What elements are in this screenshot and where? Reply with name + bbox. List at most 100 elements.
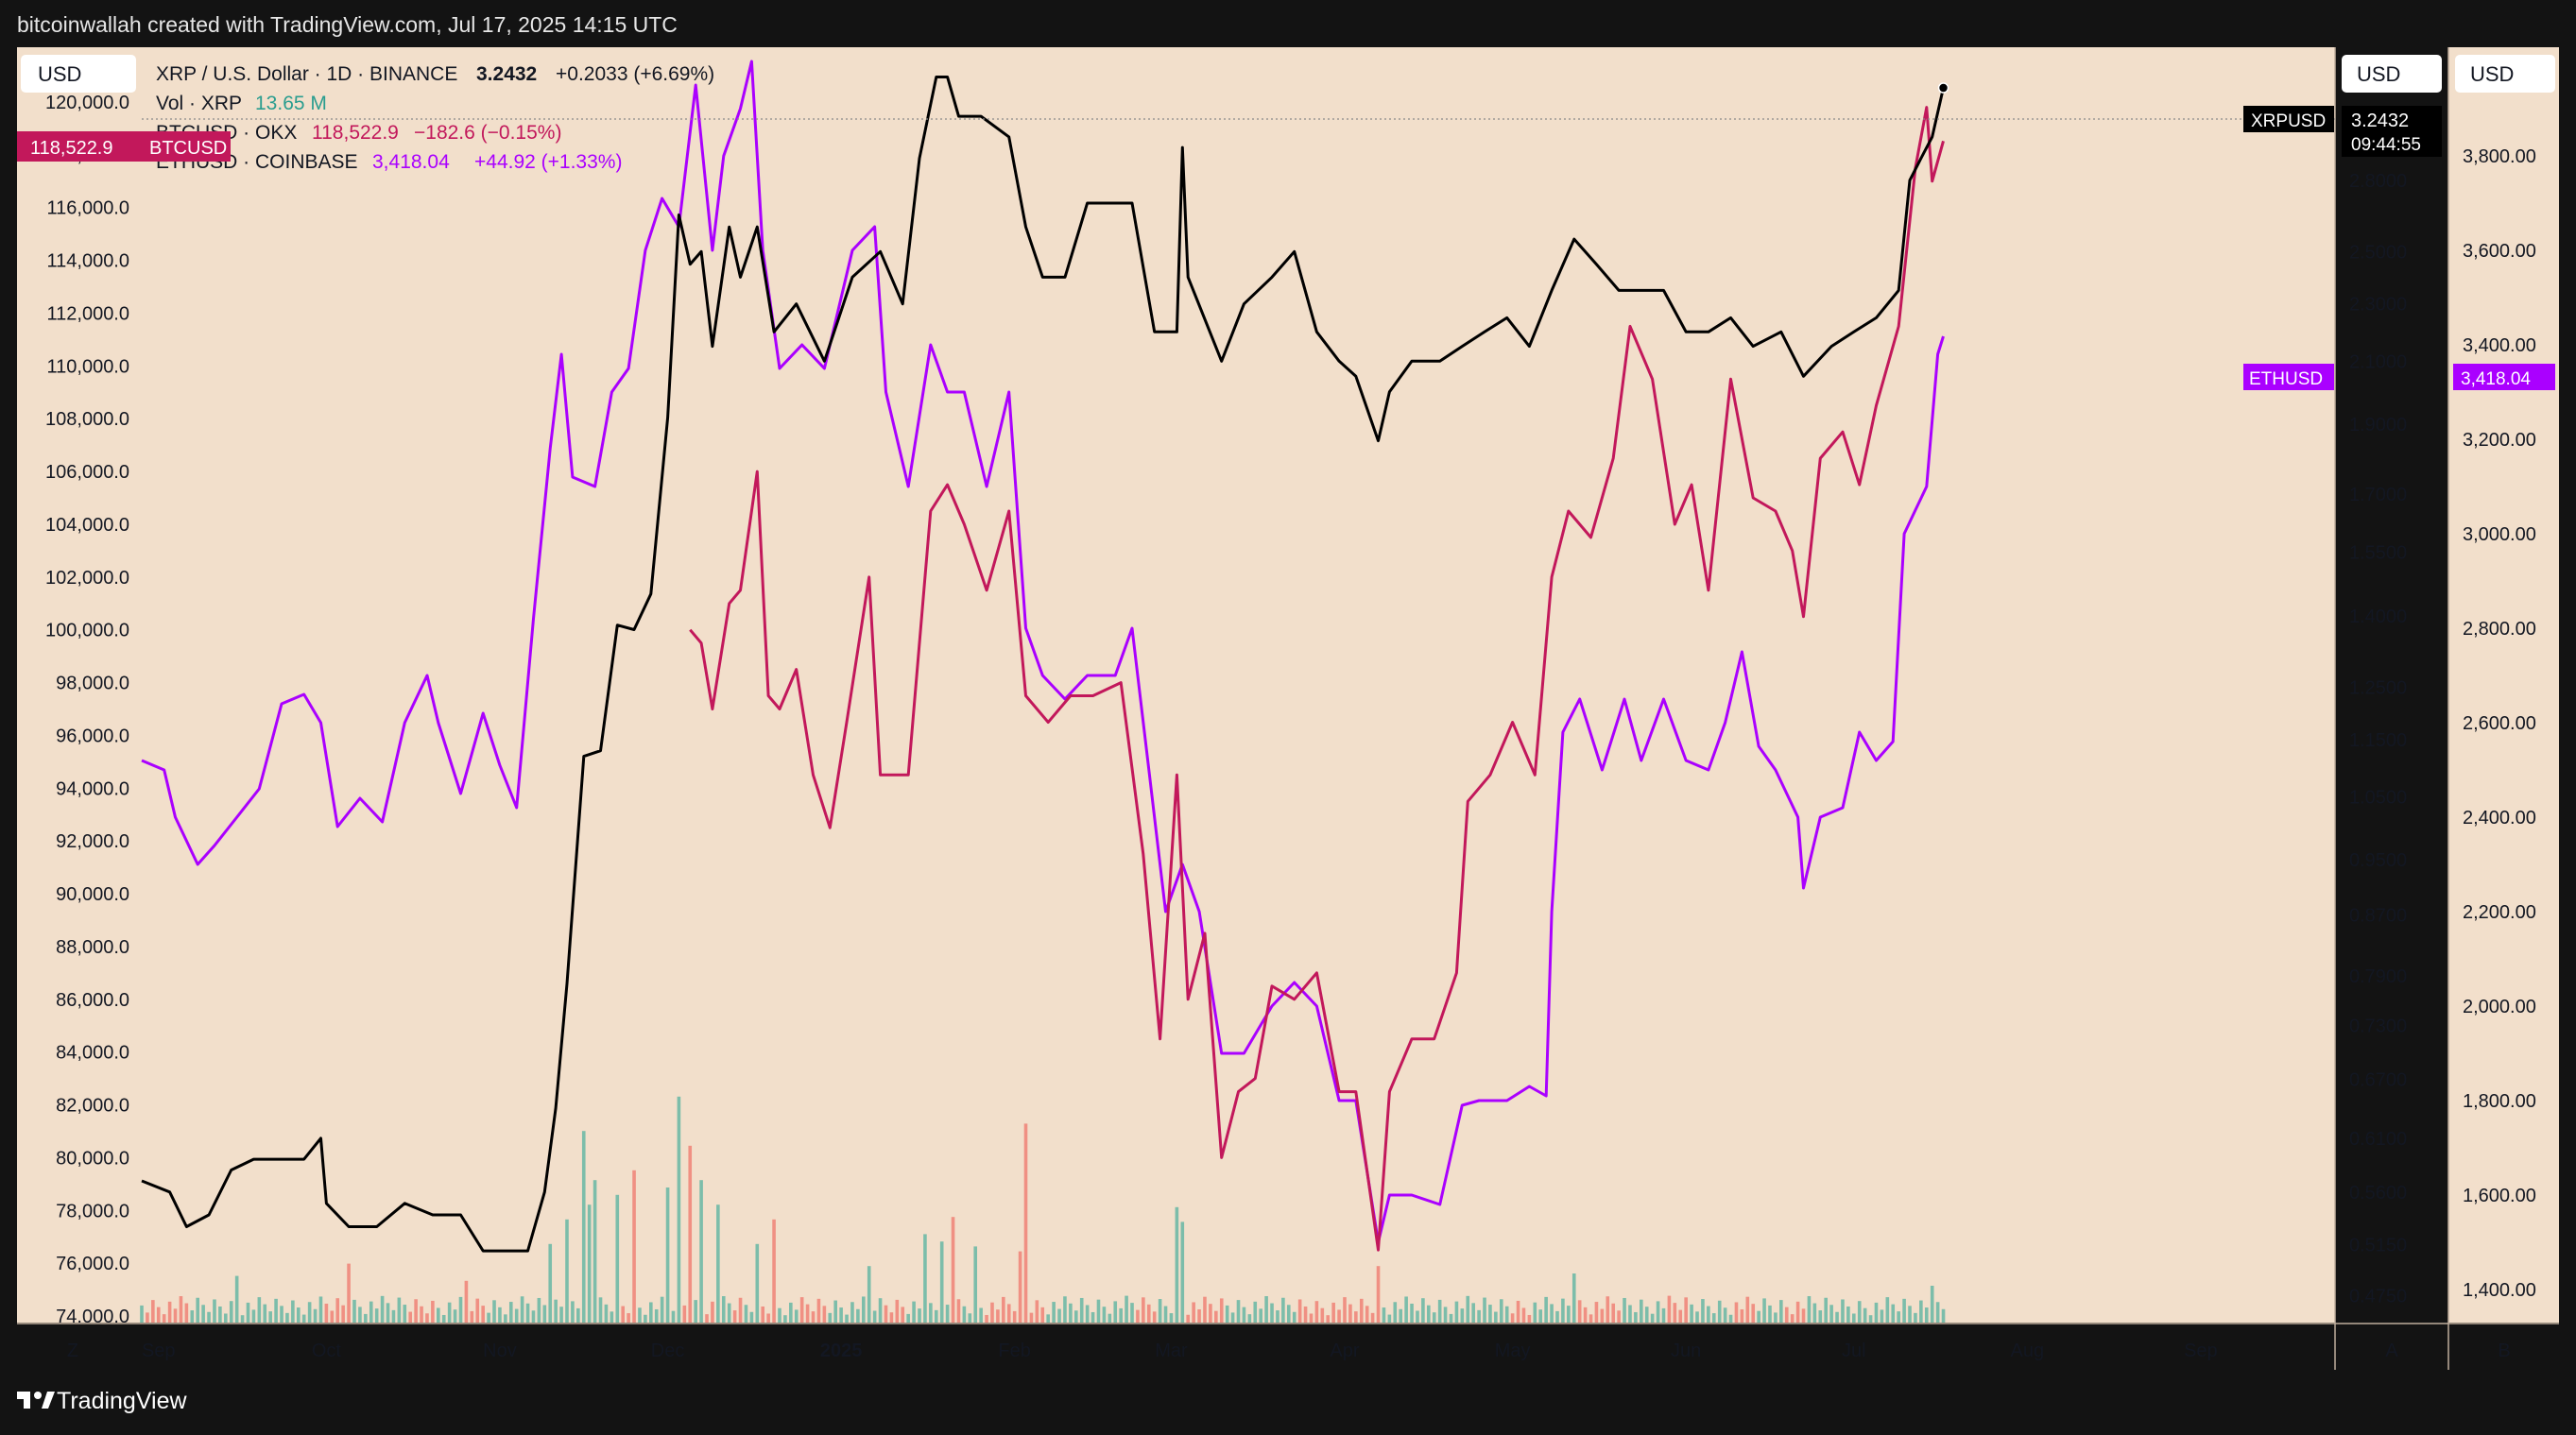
volume-bar (1136, 1309, 1140, 1323)
volume-bar (1914, 1312, 1917, 1323)
volume-bar (313, 1308, 318, 1323)
volume-bar (576, 1307, 580, 1323)
volume-bar (1119, 1307, 1123, 1323)
right-scale-toggle-b[interactable]: B (2498, 1341, 2510, 1361)
volume-bar (1029, 1312, 1034, 1323)
main-plot-area[interactable] (17, 47, 2335, 1323)
eth-axis-tick-label: 1,600.00 (2463, 1186, 2536, 1206)
legend-xrp-value: 3.2432 (476, 63, 537, 85)
eth-name-tag: ETHUSD (2243, 364, 2334, 390)
volume-bar (627, 1313, 630, 1323)
volume-bar (677, 1096, 681, 1323)
volume-bar (1343, 1297, 1347, 1323)
volume-bar (1784, 1307, 1789, 1323)
volume-bar (1219, 1298, 1224, 1323)
right-scale-toggle-a[interactable]: A (2385, 1341, 2398, 1361)
volume-bar (772, 1219, 776, 1323)
volume-bar (923, 1234, 927, 1323)
right-currency-button-a[interactable]: USD (2342, 55, 2442, 93)
volume-bar (1673, 1303, 1677, 1323)
volume-bar (1276, 1310, 1279, 1323)
volume-bar (268, 1311, 272, 1323)
volume-bar (1264, 1296, 1268, 1323)
eth-axis-tick-label: 2,800.00 (2463, 619, 2536, 640)
volume-bar (565, 1219, 569, 1323)
volume-bar (799, 1297, 804, 1323)
volume-bar (1410, 1303, 1414, 1323)
btc-axis-tick-label: 86,000.0 (56, 990, 129, 1011)
volume-bar (1644, 1307, 1649, 1323)
volume-bar (1924, 1307, 1929, 1323)
btc-axis-tick-label: 90,000.0 (56, 884, 129, 905)
volume-bar (280, 1306, 283, 1323)
xrp-tag-value: 3.2432 (2351, 111, 2409, 131)
volume-bar (716, 1204, 720, 1323)
right-currency-button-b[interactable]: USD (2455, 55, 2555, 93)
volume-bar (979, 1307, 983, 1323)
xrp-axis-tick-label: 1.9000 (2349, 415, 2407, 436)
volume-bar (1416, 1310, 1419, 1323)
volume-bar (257, 1297, 262, 1323)
volume-bar (1902, 1298, 1906, 1323)
eth-axis-tick-label: 3,600.00 (2463, 241, 2536, 262)
volume-bar (1018, 1251, 1022, 1323)
btc-axis-tick-label: 110,000.0 (47, 356, 130, 377)
volume-bar (1908, 1306, 1912, 1323)
volume-bar (167, 1301, 172, 1323)
btc-axis-tick-label: 106,000.0 (45, 462, 129, 483)
xrp-right-axis: 0.4750 0.5150 0.5600 0.6100 0.6700 0.7300 0.79… (2349, 171, 2407, 1307)
volume-bar (1846, 1306, 1850, 1323)
legend-vol[interactable]: Vol · XRP 13.65 M (156, 93, 327, 114)
volume-bar (1242, 1307, 1246, 1323)
legend-xrp[interactable]: XRP / U.S. Dollar · 1D · BINANCE 3.2432 … (156, 63, 714, 85)
volume-bar (1701, 1299, 1705, 1323)
volume-bar (1270, 1303, 1274, 1323)
volume-bar (475, 1298, 480, 1323)
volume-bar (761, 1306, 765, 1323)
time-axis-tick-label: Aug (2011, 1341, 2045, 1361)
volume-bar (1550, 1304, 1554, 1323)
time-axis-tick-label: Jun (1671, 1341, 1701, 1361)
volume-bar (162, 1314, 166, 1323)
xrp-axis-tick-label: 1.5500 (2349, 542, 2407, 563)
volume-bar (1365, 1306, 1369, 1323)
volume-bar (1818, 1310, 1823, 1323)
volume-bar (962, 1306, 967, 1323)
volume-bar (504, 1314, 507, 1323)
volume-bar (1449, 1313, 1453, 1323)
volume-bar (705, 1314, 709, 1323)
volume-bar (1606, 1296, 1610, 1323)
volume-bar (1661, 1307, 1666, 1323)
xrp-last-point (1937, 82, 1949, 94)
volume-bar (939, 1241, 944, 1323)
volume-bar (1533, 1302, 1537, 1323)
xrp-axis-tick-label: 1.1500 (2349, 730, 2407, 751)
btc-axis-tick-label: 78,000.0 (56, 1201, 129, 1221)
footer-brand[interactable]: TradingView (17, 1388, 188, 1414)
volume-bar (1337, 1309, 1341, 1323)
volume-bar (1745, 1296, 1750, 1323)
volume-bar (1427, 1305, 1431, 1323)
volume-bar (682, 1305, 687, 1323)
eth-axis-tick-label: 3,200.00 (2463, 430, 2536, 451)
volume-bar (1146, 1304, 1151, 1323)
right-scale-panel-b[interactable] (2448, 47, 2559, 1323)
btc-axis-tick-label: 102,000.0 (45, 568, 129, 589)
volume-bar (671, 1310, 676, 1323)
volume-bar (1421, 1298, 1425, 1323)
btc-axis-tick-label: 108,000.0 (45, 409, 129, 430)
volume-bar (1303, 1306, 1308, 1323)
volume-bar (1203, 1296, 1207, 1323)
left-currency-button[interactable]: USD (21, 55, 136, 93)
eth-axis-tick-label: 1,400.00 (2463, 1280, 2536, 1301)
left-scale-toggle[interactable]: Z (67, 1341, 78, 1361)
volume-bar (694, 1300, 697, 1323)
volume-bar (598, 1297, 603, 1323)
volume-bar (1483, 1297, 1486, 1323)
eth-axis-tick-label: 1,800.00 (2463, 1091, 2536, 1112)
btc-axis-tick-label: 98,000.0 (56, 674, 129, 694)
volume-bar (1544, 1296, 1548, 1323)
volume-bar (1376, 1266, 1381, 1323)
